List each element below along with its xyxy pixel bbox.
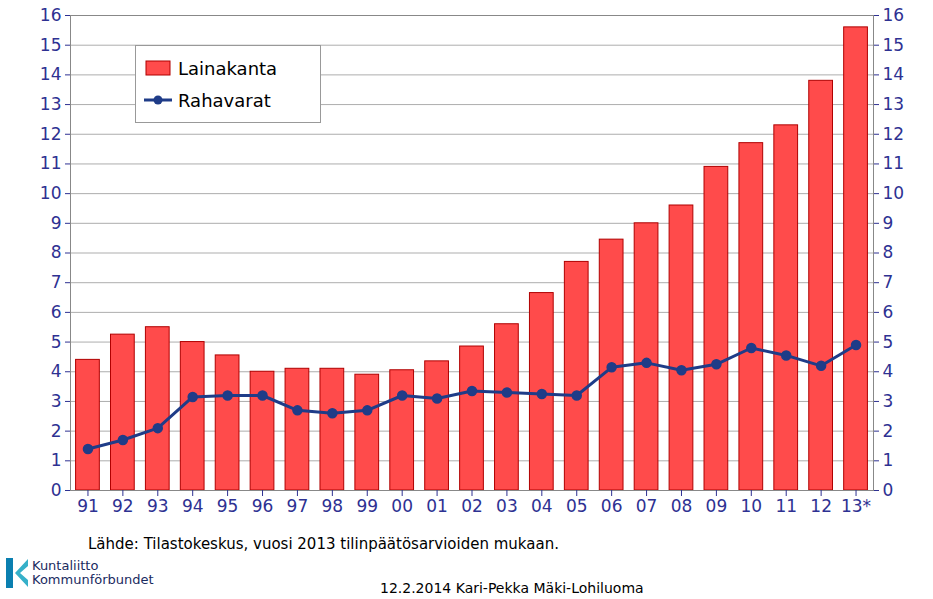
svg-text:9: 9 [51, 213, 62, 233]
html-text:Kommunförbundet: Kommunförbundet [32, 572, 154, 587]
svg-text:8: 8 [883, 242, 894, 262]
svg-text:3: 3 [51, 391, 62, 411]
svg-text:8: 8 [51, 242, 62, 262]
html-text:Lähde: Tilastokeskus, vuosi 20: Lähde: Tilastokeskus, vuosi 2013 tilinpä… [88, 535, 559, 553]
svg-text:04: 04 [531, 496, 553, 516]
svg-text:13*: 13* [841, 496, 871, 516]
svg-text:11: 11 [883, 153, 905, 173]
svg-text:3: 3 [883, 391, 894, 411]
svg-text:94: 94 [182, 496, 204, 516]
svg-text:06: 06 [601, 496, 623, 516]
svg-text:91: 91 [77, 496, 99, 516]
svg-text:2: 2 [51, 421, 62, 441]
svg-text:01: 01 [426, 496, 448, 516]
svg-text:4: 4 [51, 361, 62, 381]
svg-text:0: 0 [51, 480, 62, 500]
html-text:Lainakanta: Lainakanta [178, 57, 278, 79]
svg-text:07: 07 [636, 496, 658, 516]
svg-text:13: 13 [40, 94, 62, 114]
svg-text:11: 11 [40, 153, 62, 173]
svg-text:08: 08 [671, 496, 693, 516]
svg-text:0: 0 [883, 480, 894, 500]
svg-text:10: 10 [740, 496, 762, 516]
svg-text:14: 14 [883, 64, 905, 84]
svg-text:12: 12 [40, 124, 62, 144]
svg-text:16: 16 [883, 5, 905, 25]
svg-text:00: 00 [391, 496, 413, 516]
svg-text:5: 5 [51, 332, 62, 352]
svg-text:92: 92 [112, 496, 134, 516]
svg-text:99: 99 [356, 496, 378, 516]
svg-text:6: 6 [51, 302, 62, 322]
svg-text:9: 9 [883, 213, 894, 233]
svg-text:98: 98 [322, 496, 344, 516]
svg-text:95: 95 [217, 496, 239, 516]
svg-text:96: 96 [252, 496, 274, 516]
svg-text:10: 10 [40, 183, 62, 203]
html-text:Kuntaliitto: Kuntaliitto [32, 558, 99, 573]
svg-text:10: 10 [883, 183, 905, 203]
svg-text:1: 1 [883, 450, 894, 470]
html-text:Rahavarat: Rahavarat [178, 89, 271, 111]
svg-text:15: 15 [40, 35, 62, 55]
svg-text:4: 4 [883, 361, 894, 381]
svg-text:15: 15 [883, 35, 905, 55]
svg-text:16: 16 [40, 5, 62, 25]
svg-text:13: 13 [883, 94, 905, 114]
svg-text:97: 97 [287, 496, 309, 516]
svg-text:7: 7 [51, 272, 62, 292]
svg-text:6: 6 [883, 302, 894, 322]
svg-text:5: 5 [883, 332, 894, 352]
svg-text:05: 05 [566, 496, 588, 516]
svg-text:14: 14 [40, 64, 62, 84]
svg-text:12: 12 [810, 496, 832, 516]
svg-text:93: 93 [147, 496, 169, 516]
svg-text:02: 02 [461, 496, 483, 516]
html-text:12.2.2014 Kari-Pekka Mäki-Lohi: 12.2.2014 Kari-Pekka Mäki-Lohiluoma [380, 580, 644, 596]
svg-text:2: 2 [883, 421, 894, 441]
svg-text:09: 09 [706, 496, 728, 516]
svg-text:7: 7 [883, 272, 894, 292]
svg-text:12: 12 [883, 124, 905, 144]
svg-text:1: 1 [51, 450, 62, 470]
svg-text:11: 11 [775, 496, 797, 516]
svg-text:03: 03 [496, 496, 518, 516]
